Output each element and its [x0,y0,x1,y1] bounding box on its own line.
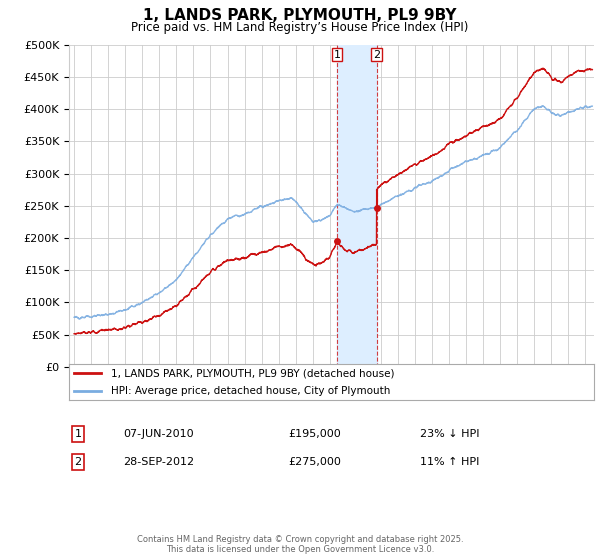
Text: Price paid vs. HM Land Registry’s House Price Index (HPI): Price paid vs. HM Land Registry’s House … [131,21,469,34]
Text: 11% ↑ HPI: 11% ↑ HPI [420,457,479,467]
Text: 1, LANDS PARK, PLYMOUTH, PL9 9BY (detached house): 1, LANDS PARK, PLYMOUTH, PL9 9BY (detach… [111,368,395,378]
Text: Contains HM Land Registry data © Crown copyright and database right 2025.
This d: Contains HM Land Registry data © Crown c… [137,535,463,554]
Text: 28-SEP-2012: 28-SEP-2012 [123,457,194,467]
Text: £195,000: £195,000 [288,429,341,439]
Text: 1: 1 [74,429,82,439]
Bar [337,45,377,367]
Text: 2: 2 [74,457,82,467]
Text: HPI: Average price, detached house, City of Plymouth: HPI: Average price, detached house, City… [111,386,391,396]
Text: 07-JUN-2010: 07-JUN-2010 [123,429,194,439]
Text: £275,000: £275,000 [288,457,341,467]
Text: 2: 2 [373,50,380,59]
Text: 23% ↓ HPI: 23% ↓ HPI [420,429,479,439]
Text: 1, LANDS PARK, PLYMOUTH, PL9 9BY: 1, LANDS PARK, PLYMOUTH, PL9 9BY [143,8,457,24]
Text: 1: 1 [334,50,341,59]
